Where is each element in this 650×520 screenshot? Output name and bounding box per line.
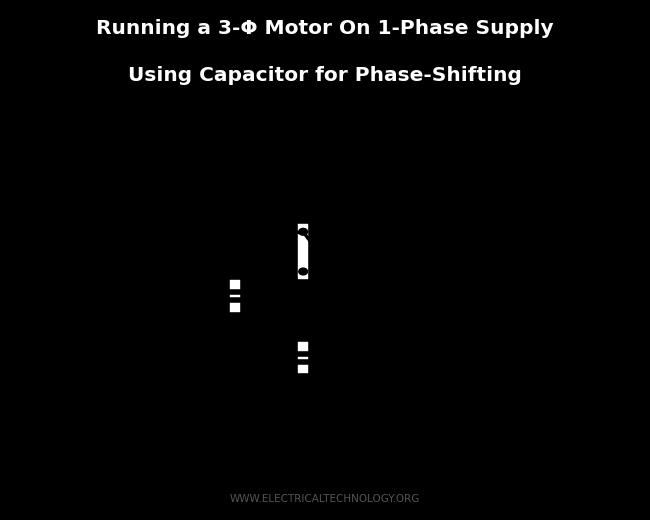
Text: WWW.ELECTRICALTECHNOLOGY.ORG: WWW.ELECTRICALTECHNOLOGY.ORG (230, 494, 420, 504)
Text: (Optional): (Optional) (385, 435, 452, 448)
Circle shape (299, 268, 307, 275)
Text: M: M (441, 296, 459, 315)
Text: 3-Φ: 3-Φ (435, 279, 465, 293)
Circle shape (299, 228, 307, 235)
Text: L: L (38, 409, 56, 437)
Text: Running a 3-Φ Motor On 1-Phase Supply: Running a 3-Φ Motor On 1-Phase Supply (96, 19, 554, 38)
Circle shape (177, 420, 186, 426)
Circle shape (136, 165, 146, 172)
Text: R: R (154, 117, 168, 135)
Circle shape (177, 165, 186, 172)
Text: Run Capacitor: Run Capacitor (363, 420, 474, 434)
Text: Start: Start (118, 249, 157, 263)
Text: Capacitor: Capacitor (100, 265, 176, 279)
Text: Run: Run (148, 115, 175, 128)
Text: R: R (154, 371, 168, 389)
Text: S: S (279, 208, 293, 227)
Circle shape (136, 420, 146, 426)
Text: Using Capacitor for Phase-Shifting: Using Capacitor for Phase-Shifting (128, 66, 522, 85)
Text: Run: Run (148, 370, 175, 383)
Text: 1-Φ Supply: 1-Φ Supply (24, 260, 37, 332)
Text: N: N (36, 155, 59, 183)
Text: Start: Start (258, 205, 296, 218)
